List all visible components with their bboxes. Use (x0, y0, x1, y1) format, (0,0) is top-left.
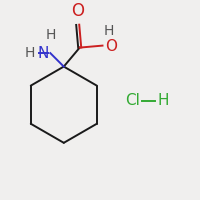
Text: Cl: Cl (125, 93, 140, 108)
Text: H: H (25, 46, 35, 60)
Text: H: H (46, 28, 56, 42)
Text: H: H (103, 24, 114, 38)
Text: N: N (38, 46, 49, 61)
Text: H: H (157, 93, 169, 108)
Text: O: O (105, 39, 117, 54)
Text: O: O (71, 2, 84, 20)
